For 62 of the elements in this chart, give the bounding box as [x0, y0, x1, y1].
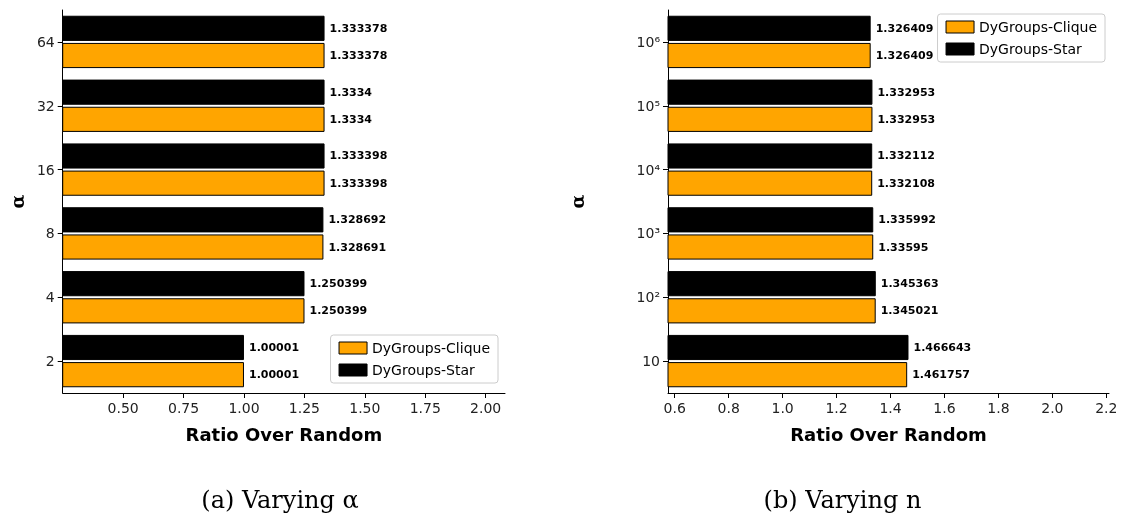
x-tick-label: 0.8 — [717, 400, 740, 416]
data-label: 1.00001 — [248, 340, 300, 354]
y-tick-label: 10⁴ — [636, 161, 661, 178]
x-axis-title: Ratio Over Random — [790, 423, 987, 445]
text: (a) Varying α — [201, 486, 359, 514]
legend-label: DyGroups-Clique — [372, 340, 491, 356]
x-tick-label: 1.50 — [349, 400, 381, 416]
data-label: 1.328692 — [328, 213, 387, 227]
y-tick-label: 32 — [36, 97, 55, 114]
data-label: 1.3334 — [329, 112, 373, 126]
y-axis-title: α — [566, 194, 588, 209]
data-label: 1.345363 — [880, 277, 939, 291]
x-tick-label: 1.8 — [987, 400, 1010, 416]
legend-label: DyGroups-Clique — [979, 19, 1098, 35]
data-label: 1.333398 — [329, 176, 388, 190]
data-label: 1.00001 — [248, 368, 300, 382]
data-label: 1.333398 — [329, 149, 388, 163]
y-tick-label: 10⁶ — [636, 33, 661, 50]
x-tick-label: 1.4 — [879, 400, 902, 416]
x-tick-label: 0.50 — [107, 400, 139, 416]
y-tick-label: 64 — [36, 33, 55, 50]
legend-label: DyGroups-Star — [979, 41, 1083, 57]
x-tick-label: 2.2 — [1095, 400, 1118, 416]
x-tick-label: 1.25 — [288, 400, 320, 416]
data-label: 1.333378 — [329, 49, 388, 63]
x-tick-label: 1.2 — [825, 400, 848, 416]
data-label: 1.33595 — [878, 240, 929, 254]
x-tick-label: 1.00 — [228, 400, 260, 416]
data-label: 1.332112 — [877, 149, 935, 163]
y-tick-label: 2 — [45, 353, 55, 370]
x-tick-label: 0.6 — [663, 400, 686, 416]
data-label: 1.328691 — [328, 240, 387, 254]
data-label: 1.466643 — [913, 340, 972, 354]
data-label: 1.332108 — [877, 176, 935, 190]
data-label: 1.250399 — [309, 304, 368, 318]
y-tick-label: 10 — [642, 353, 660, 370]
text: (b) Varying n — [763, 486, 922, 514]
data-label: 1.326409 — [875, 21, 934, 35]
data-label: 1.3334 — [329, 85, 373, 99]
data-label: 1.250399 — [309, 277, 368, 291]
x-tick-label: 1.75 — [409, 400, 441, 416]
y-tick-label: 10³ — [636, 225, 660, 242]
x-axis-title: Ratio Over Random — [185, 423, 383, 445]
data-label: 1.335992 — [878, 213, 937, 227]
data-label: 1.345021 — [880, 304, 939, 318]
data-label: 1.326409 — [875, 49, 934, 63]
legend-label: DyGroups-Star — [372, 362, 476, 378]
x-tick-label: 1.0 — [771, 400, 794, 416]
y-tick-label: 10⁵ — [636, 97, 660, 114]
x-tick-label: 2.0 — [1041, 400, 1064, 416]
y-tick-label: 8 — [45, 225, 55, 242]
data-label: 1.333378 — [329, 21, 388, 35]
data-label: 1.332953 — [877, 85, 936, 99]
y-tick-label: 4 — [45, 289, 55, 306]
data-label: 1.461757 — [912, 368, 970, 382]
x-tick-label: 1.6 — [933, 400, 956, 416]
x-tick-label: 2.00 — [470, 400, 502, 416]
data-label: 1.332953 — [877, 112, 936, 126]
y-axis-title: α — [6, 194, 28, 209]
y-tick-label: 10² — [636, 289, 660, 306]
x-tick-label: 0.75 — [167, 400, 200, 416]
y-tick-label: 16 — [36, 161, 55, 178]
